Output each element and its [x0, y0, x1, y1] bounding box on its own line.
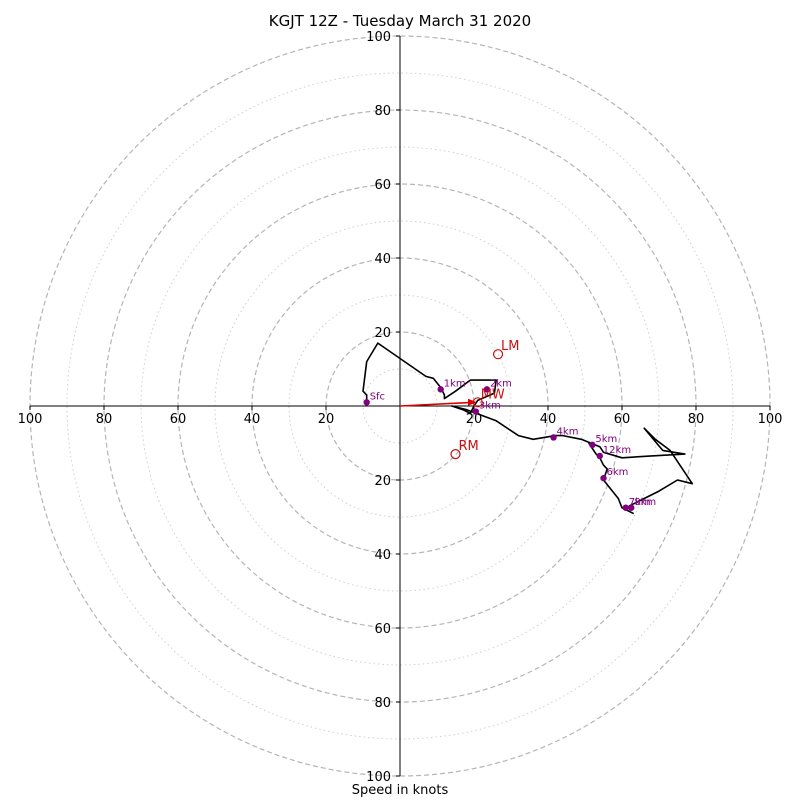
motion-marker-MW	[472, 397, 483, 408]
y-tick-label: 40	[374, 548, 391, 563]
height-marker-7km	[622, 504, 629, 511]
x-tick-label: 20	[318, 412, 335, 427]
height-label-3km: 3km	[479, 401, 501, 412]
height-label-5km: 5km	[595, 434, 617, 445]
x-tick-label: 60	[170, 412, 187, 427]
height-marker-Sfc	[363, 399, 370, 406]
height-marker-4km	[550, 434, 557, 441]
height-marker-8km	[628, 504, 635, 511]
y-tick-label: 60	[374, 178, 391, 193]
x-tick-label: 100	[18, 412, 43, 427]
height-marker-2km	[483, 386, 491, 393]
y-tick-label: 20	[374, 474, 391, 489]
x-tick-label: 40	[244, 412, 261, 427]
y-tick-label: 40	[374, 252, 391, 267]
motion-label-RM: RM	[459, 439, 479, 454]
height-marker-1km	[437, 386, 444, 393]
motion-label-MW: MW	[481, 387, 505, 402]
height-label-6km: 6km	[607, 467, 629, 478]
x-tick-label: 80	[688, 412, 705, 427]
motion-marker-LM	[492, 349, 504, 360]
y-tick-label: 80	[374, 696, 391, 711]
height-label-Sfc: Sfc	[370, 391, 385, 402]
height-marker-5km	[589, 441, 596, 449]
x-tick-label: 80	[96, 412, 113, 427]
y-tick-label: 100	[366, 770, 391, 785]
height-marker-6km	[600, 474, 607, 482]
y-tick-label: 60	[374, 622, 391, 637]
shear-vector	[399, 398, 477, 407]
y-tick-label: 20	[374, 326, 391, 341]
shear-arrowhead	[468, 398, 477, 406]
storm-motion-points: LM RM MW	[450, 339, 520, 460]
height-label-1km: 1km	[444, 378, 466, 389]
hodograph-trace	[362, 342, 694, 515]
motion-marker-RM	[450, 449, 461, 460]
x-tick-label: 20	[466, 412, 483, 427]
height-label-12km: 12km	[603, 445, 631, 456]
height-label-8km: 8km	[634, 497, 656, 508]
height-label-7km: 7km	[629, 497, 651, 508]
y-tick-label: 100	[366, 30, 391, 45]
tick-labels: 100 80 60 40 20 20 40 60 80 100 100 80 60 40 20 20 40 60 8…	[18, 30, 783, 785]
shear-line	[399, 401, 475, 407]
x-tick-label: 40	[540, 412, 557, 427]
x-tick-label: 100	[758, 412, 783, 427]
height-label-4km: 4km	[557, 426, 579, 437]
hodograph-line	[362, 342, 694, 515]
motion-label-LM: LM	[501, 339, 519, 354]
chart-title: KGJT 12Z - Tuesday March 31 2020	[268, 12, 532, 30]
x-tick-label: 60	[614, 412, 631, 427]
height-label-2km: 2km	[490, 378, 512, 389]
y-tick-label: 80	[374, 104, 391, 119]
height-marker-3km	[472, 408, 480, 415]
height-marker-12km	[596, 452, 603, 460]
x-axis-label: Speed in knots	[351, 783, 449, 798]
